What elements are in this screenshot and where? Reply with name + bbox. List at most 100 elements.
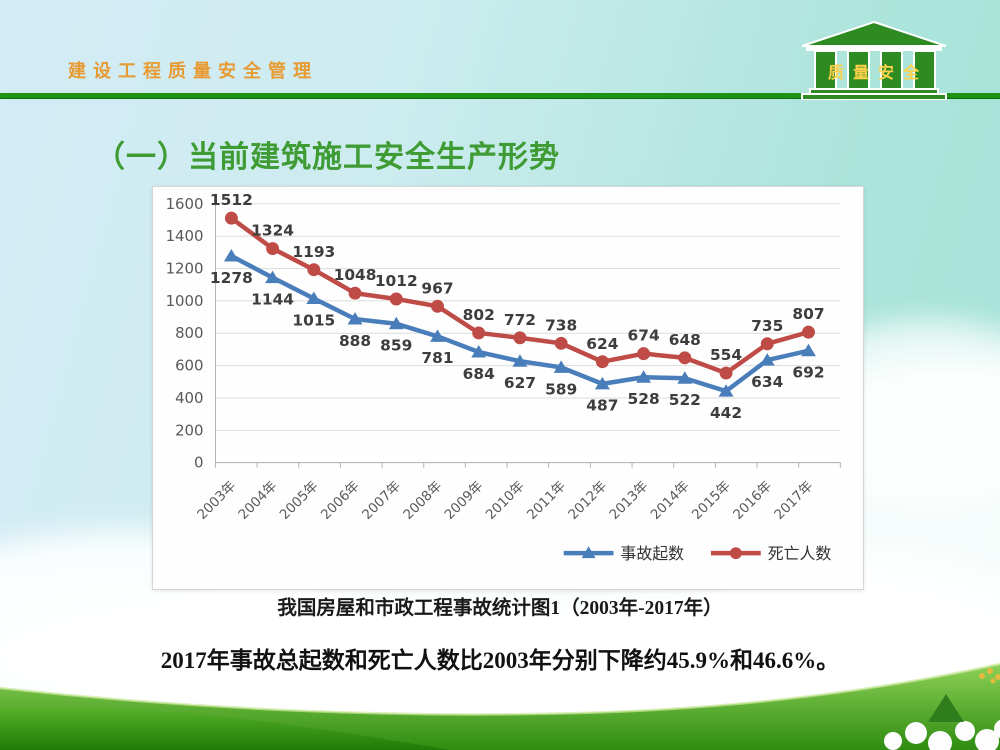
data-point-triangle xyxy=(306,291,322,304)
summary-text: 2017年事故总起数和死亡人数比2003年分别下降约45.9%和46.6%。 xyxy=(160,648,840,673)
data-point-triangle xyxy=(718,384,734,397)
x-axis-tick-label: 2011年 xyxy=(524,478,569,523)
data-point-triangle xyxy=(471,345,487,358)
data-label: 888 xyxy=(339,332,371,350)
data-label: 807 xyxy=(792,305,824,323)
y-axis-tick-label: 0 xyxy=(194,454,203,472)
legend-label: 事故起数 xyxy=(620,545,684,563)
front-hill xyxy=(0,707,450,750)
data-point-triangle xyxy=(223,249,239,262)
data-point-triangle xyxy=(759,353,775,366)
data-point-circle xyxy=(595,355,609,369)
data-label: 692 xyxy=(792,364,824,382)
data-label: 1048 xyxy=(334,266,377,284)
y-axis-tick-label: 1200 xyxy=(166,260,204,278)
data-point-circle xyxy=(802,325,815,339)
data-label: 674 xyxy=(628,327,660,345)
data-point-triangle xyxy=(265,270,281,284)
data-label: 1193 xyxy=(292,243,335,261)
nav-triangle-icon[interactable] xyxy=(928,694,964,722)
data-point-circle xyxy=(431,299,444,313)
logo-pedestal-base xyxy=(801,93,947,100)
data-point-circle xyxy=(266,242,280,256)
legend-marker-circle xyxy=(729,547,742,560)
logo-roof xyxy=(801,20,947,47)
x-axis-tick-label: 2003年 xyxy=(194,478,239,523)
data-point-circle xyxy=(307,263,321,277)
y-axis-tick-label: 1600 xyxy=(166,195,204,213)
yellow-flowers xyxy=(979,668,1000,684)
data-label: 802 xyxy=(463,306,495,324)
data-label: 1512 xyxy=(210,191,253,209)
chart-legend: 事故起数 死亡人数 xyxy=(563,545,832,563)
data-label: 648 xyxy=(669,331,701,349)
y-axis-tick-label: 400 xyxy=(175,389,203,407)
data-label: 522 xyxy=(669,391,701,409)
data-point-triangle xyxy=(553,360,569,373)
data-point-circle xyxy=(678,351,692,365)
data-label: 634 xyxy=(751,373,783,391)
data-point-circle xyxy=(760,337,774,351)
y-axis-tick-label: 800 xyxy=(175,324,203,342)
data-point-triangle xyxy=(430,329,445,342)
section-title: （一）当前建筑施工安全生产形势 xyxy=(95,141,560,174)
data-point-triangle xyxy=(512,354,528,367)
x-axis-tick-label: 2008年 xyxy=(400,478,445,523)
data-label: 554 xyxy=(710,346,742,364)
chart-panel: 0 200 400 600 800 1000 1200 1400 1600 2003年 2004年 2… xyxy=(152,186,864,590)
data-point-triangle xyxy=(594,376,610,390)
y-axis-tick-label: 1000 xyxy=(166,292,204,310)
x-axis-tick-label: 2015年 xyxy=(689,478,734,523)
y-axis-tick-label: 1400 xyxy=(166,227,204,245)
logo-columns xyxy=(814,50,936,90)
data-label: 781 xyxy=(421,349,453,367)
y-axis-tick-label: 200 xyxy=(175,421,203,439)
x-axis-tick-label: 2004年 xyxy=(235,478,280,523)
x-axis-tick-label: 2016年 xyxy=(730,478,775,523)
data-point-triangle xyxy=(388,316,404,330)
data-label: 735 xyxy=(751,317,783,335)
data-label: 1012 xyxy=(375,272,418,290)
data-point-circle xyxy=(224,211,238,225)
data-label: 589 xyxy=(545,380,577,398)
data-label: 528 xyxy=(628,390,660,408)
data-label: 967 xyxy=(421,279,453,297)
data-label: 1144 xyxy=(251,291,294,309)
data-point-triangle xyxy=(636,370,652,383)
data-label: 1324 xyxy=(251,222,294,240)
data-point-circle xyxy=(637,347,651,361)
data-point-circle xyxy=(348,286,362,300)
y-axis-tick-label: 600 xyxy=(175,357,203,375)
data-point-circle xyxy=(389,292,403,306)
data-point-triangle xyxy=(677,371,693,384)
white-flowers xyxy=(884,719,1000,750)
data-point-circle xyxy=(719,366,733,380)
logo-beam xyxy=(806,47,942,51)
data-label: 772 xyxy=(504,311,536,329)
legend-label: 死亡人数 xyxy=(768,545,832,563)
data-label: 859 xyxy=(380,337,412,355)
data-point-triangle xyxy=(801,343,816,357)
legend-item: 死亡人数 xyxy=(710,545,832,563)
data-point-triangle xyxy=(347,312,363,325)
legend-marker-triangle xyxy=(581,546,596,559)
data-point-circle xyxy=(472,326,486,340)
data-label: 627 xyxy=(504,374,536,392)
legend-item: 事故起数 xyxy=(563,545,684,563)
data-label: 487 xyxy=(586,397,618,415)
data-label: 624 xyxy=(586,335,618,353)
data-point-circle xyxy=(513,331,527,345)
header-divider xyxy=(0,93,1000,99)
logo-text: 质量安全 xyxy=(828,63,928,82)
data-label: 442 xyxy=(710,404,742,422)
x-axis-tick-label: 2012年 xyxy=(565,478,610,523)
x-axis-tick-label: 2010年 xyxy=(483,478,528,523)
quality-safety-building-logo-icon: 质量安全 xyxy=(801,20,947,100)
data-label: 684 xyxy=(463,365,495,383)
x-axis-tick-label: 2017年 xyxy=(771,478,816,523)
